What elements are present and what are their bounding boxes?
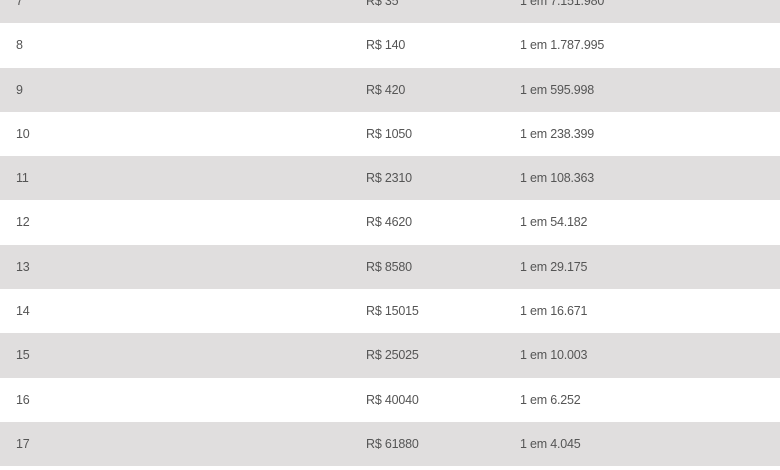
odds-cell: 1 em 595.998: [520, 82, 595, 97]
hits-cell: 11: [16, 171, 29, 186]
hits-cell: 14: [16, 304, 30, 319]
prize-cell: R$ 40040: [366, 392, 419, 407]
hits-cell: 10: [16, 126, 30, 141]
prize-cell: R$ 8580: [366, 259, 412, 274]
odds-cell: 1 em 10.003: [520, 348, 588, 363]
table-row: 8 R$ 140 1 em 1.787.995: [0, 23, 780, 67]
prize-cell: R$ 61880: [366, 436, 419, 451]
prize-cell: R$ 15015: [366, 304, 419, 319]
prize-cell: R$ 25025: [366, 348, 419, 363]
hits-cell: 13: [16, 259, 30, 274]
hits-cell: 15: [16, 348, 30, 363]
table-row: 7 R$ 35 1 em 7.151.980: [0, 0, 780, 24]
odds-cell: 1 em 16.671: [520, 304, 588, 319]
table-row: 10 R$ 1050 1 em 238.399: [0, 112, 780, 156]
odds-cell: 1 em 54.182: [520, 215, 588, 230]
odds-cell: 1 em 238.399: [520, 126, 595, 141]
table-row: 16 R$ 40040 1 em 6.252: [0, 378, 780, 422]
prize-cell: R$ 2310: [366, 171, 412, 186]
table-row: 13 R$ 8580 1 em 29.175: [0, 244, 780, 290]
table-row: 12 R$ 4620 1 em 54.182: [0, 200, 780, 244]
table-row: 17 R$ 61880 1 em 4.045: [0, 421, 780, 467]
hits-cell: 12: [16, 215, 30, 230]
hits-cell: 7: [16, 0, 23, 8]
prize-cell: R$ 35: [366, 0, 399, 8]
table-row: 11 R$ 2310 1 em 108.363: [0, 156, 780, 201]
hits-cell: 8: [16, 38, 23, 53]
hits-cell: 17: [16, 436, 30, 451]
table-row: 15 R$ 25025 1 em 10.003: [0, 333, 780, 378]
odds-cell: 1 em 29.175: [520, 259, 588, 274]
odds-cell: 1 em 1.787.995: [520, 38, 605, 53]
table-row: 14 R$ 15015 1 em 16.671: [0, 289, 780, 333]
odds-cell: 1 em 108.363: [520, 171, 595, 186]
prize-cell: R$ 1050: [366, 126, 412, 141]
prize-cell: R$ 420: [366, 82, 406, 97]
hits-cell: 16: [16, 392, 30, 407]
prize-cell: R$ 4620: [366, 215, 412, 230]
odds-cell: 1 em 7.151.980: [520, 0, 605, 8]
odds-cell: 1 em 6.252: [520, 392, 581, 407]
hits-cell: 9: [16, 82, 23, 97]
prize-cell: R$ 140: [366, 38, 406, 53]
odds-cell: 1 em 4.045: [520, 436, 581, 451]
table-row: 9 R$ 420 1 em 595.998: [0, 67, 780, 112]
